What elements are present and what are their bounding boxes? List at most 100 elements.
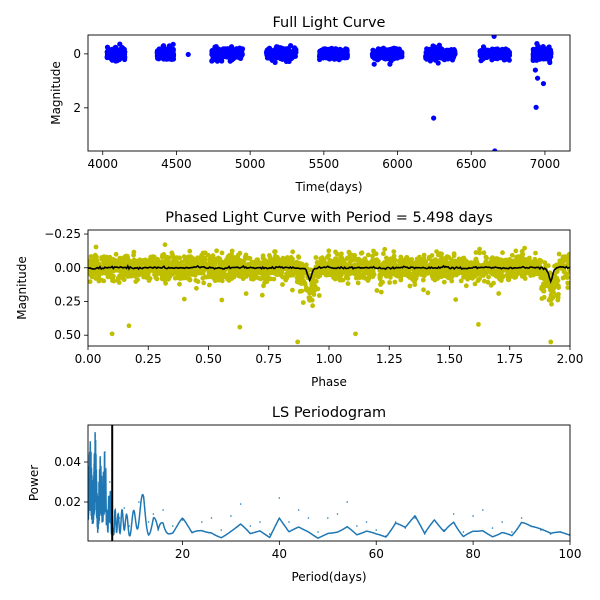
outlier-point <box>126 323 132 329</box>
y-tick-label: −0.25 <box>44 227 81 241</box>
y-tick-label: 0.50 <box>54 328 81 342</box>
data-point <box>457 260 463 266</box>
data-point <box>92 256 98 261</box>
data-point <box>203 274 208 280</box>
data-point <box>481 250 487 256</box>
data-point <box>485 279 491 285</box>
data-point <box>548 294 554 300</box>
data-point <box>262 276 267 281</box>
periodogram-point <box>106 521 109 523</box>
y-tick-label: 0.00 <box>54 261 81 275</box>
periodogram-point <box>549 533 552 535</box>
data-point <box>541 294 547 300</box>
data-point <box>413 276 419 281</box>
y-axis-label: Magnitude <box>49 61 63 125</box>
data-point <box>446 275 451 281</box>
data-point <box>380 279 385 285</box>
periodogram-point <box>113 511 116 513</box>
data-point <box>225 276 230 282</box>
periodogram-point <box>491 527 494 529</box>
data-point <box>181 273 187 279</box>
periodogram-point <box>142 497 145 499</box>
data-point <box>121 52 127 59</box>
periodogram-point <box>375 529 378 531</box>
data-point <box>384 262 390 268</box>
data-point <box>218 259 224 265</box>
data-point <box>88 279 93 285</box>
chart-title: LS Periodogram <box>272 405 386 421</box>
data-point <box>541 273 546 279</box>
data-point <box>483 50 489 56</box>
data-point <box>472 281 478 287</box>
data-point <box>117 41 123 47</box>
data-point <box>463 270 468 275</box>
data-point <box>299 270 304 276</box>
data-point <box>113 44 119 50</box>
data-point <box>565 255 570 261</box>
data-point <box>507 257 512 262</box>
data-point <box>535 269 541 275</box>
data-point <box>311 292 317 297</box>
periodogram-point <box>92 501 94 503</box>
data-point <box>311 284 317 290</box>
data-point <box>296 275 302 280</box>
data-point <box>567 268 570 274</box>
data-point <box>547 59 553 66</box>
data-point <box>106 269 111 275</box>
outlier-point <box>237 324 243 330</box>
x-tick-label: 4500 <box>161 157 192 171</box>
data-point <box>272 48 278 55</box>
data-point <box>119 275 125 281</box>
data-point <box>426 255 432 260</box>
data-point <box>354 268 359 274</box>
data-point <box>93 244 99 250</box>
data-point <box>500 250 505 256</box>
data-point <box>316 293 322 298</box>
data-point <box>453 297 459 302</box>
data-point <box>128 269 134 275</box>
data-point <box>112 50 119 56</box>
periodogram-point <box>278 497 281 499</box>
data-point <box>380 261 386 267</box>
periodogram-point <box>157 529 159 531</box>
data-point <box>493 259 499 265</box>
data-point <box>533 53 540 59</box>
data-point <box>175 271 181 276</box>
data-point <box>116 280 122 285</box>
data-point <box>359 274 365 280</box>
data-point <box>346 249 352 255</box>
data-point <box>377 274 383 280</box>
mean-curve-line <box>88 264 570 284</box>
data-point <box>378 52 384 58</box>
phased-light-curve-points <box>88 242 570 345</box>
x-axis-label: Time(days) <box>294 180 362 194</box>
full-light-curve-points <box>104 35 554 151</box>
data-point <box>384 257 390 263</box>
data-point <box>355 280 361 286</box>
data-point <box>243 291 249 296</box>
x-tick-label: 40 <box>272 547 287 561</box>
data-point <box>493 49 499 55</box>
data-point <box>427 58 433 64</box>
data-point <box>142 261 148 266</box>
data-point <box>466 270 472 276</box>
data-point <box>274 254 280 260</box>
data-point <box>155 256 160 262</box>
data-point <box>342 53 348 59</box>
data-point <box>237 274 243 279</box>
data-point <box>147 259 152 265</box>
x-tick-label: 2.00 <box>557 352 584 366</box>
data-point <box>479 50 485 56</box>
data-point <box>163 280 169 286</box>
data-point <box>267 255 273 260</box>
data-point <box>527 255 532 261</box>
data-point <box>92 259 98 265</box>
data-point <box>333 256 338 262</box>
data-point <box>88 268 92 274</box>
plot-frame <box>87 424 571 542</box>
data-point <box>153 271 159 277</box>
data-point <box>187 248 193 254</box>
data-point <box>449 57 456 63</box>
x-tick-label: 1.25 <box>376 352 403 366</box>
data-point <box>355 272 361 278</box>
